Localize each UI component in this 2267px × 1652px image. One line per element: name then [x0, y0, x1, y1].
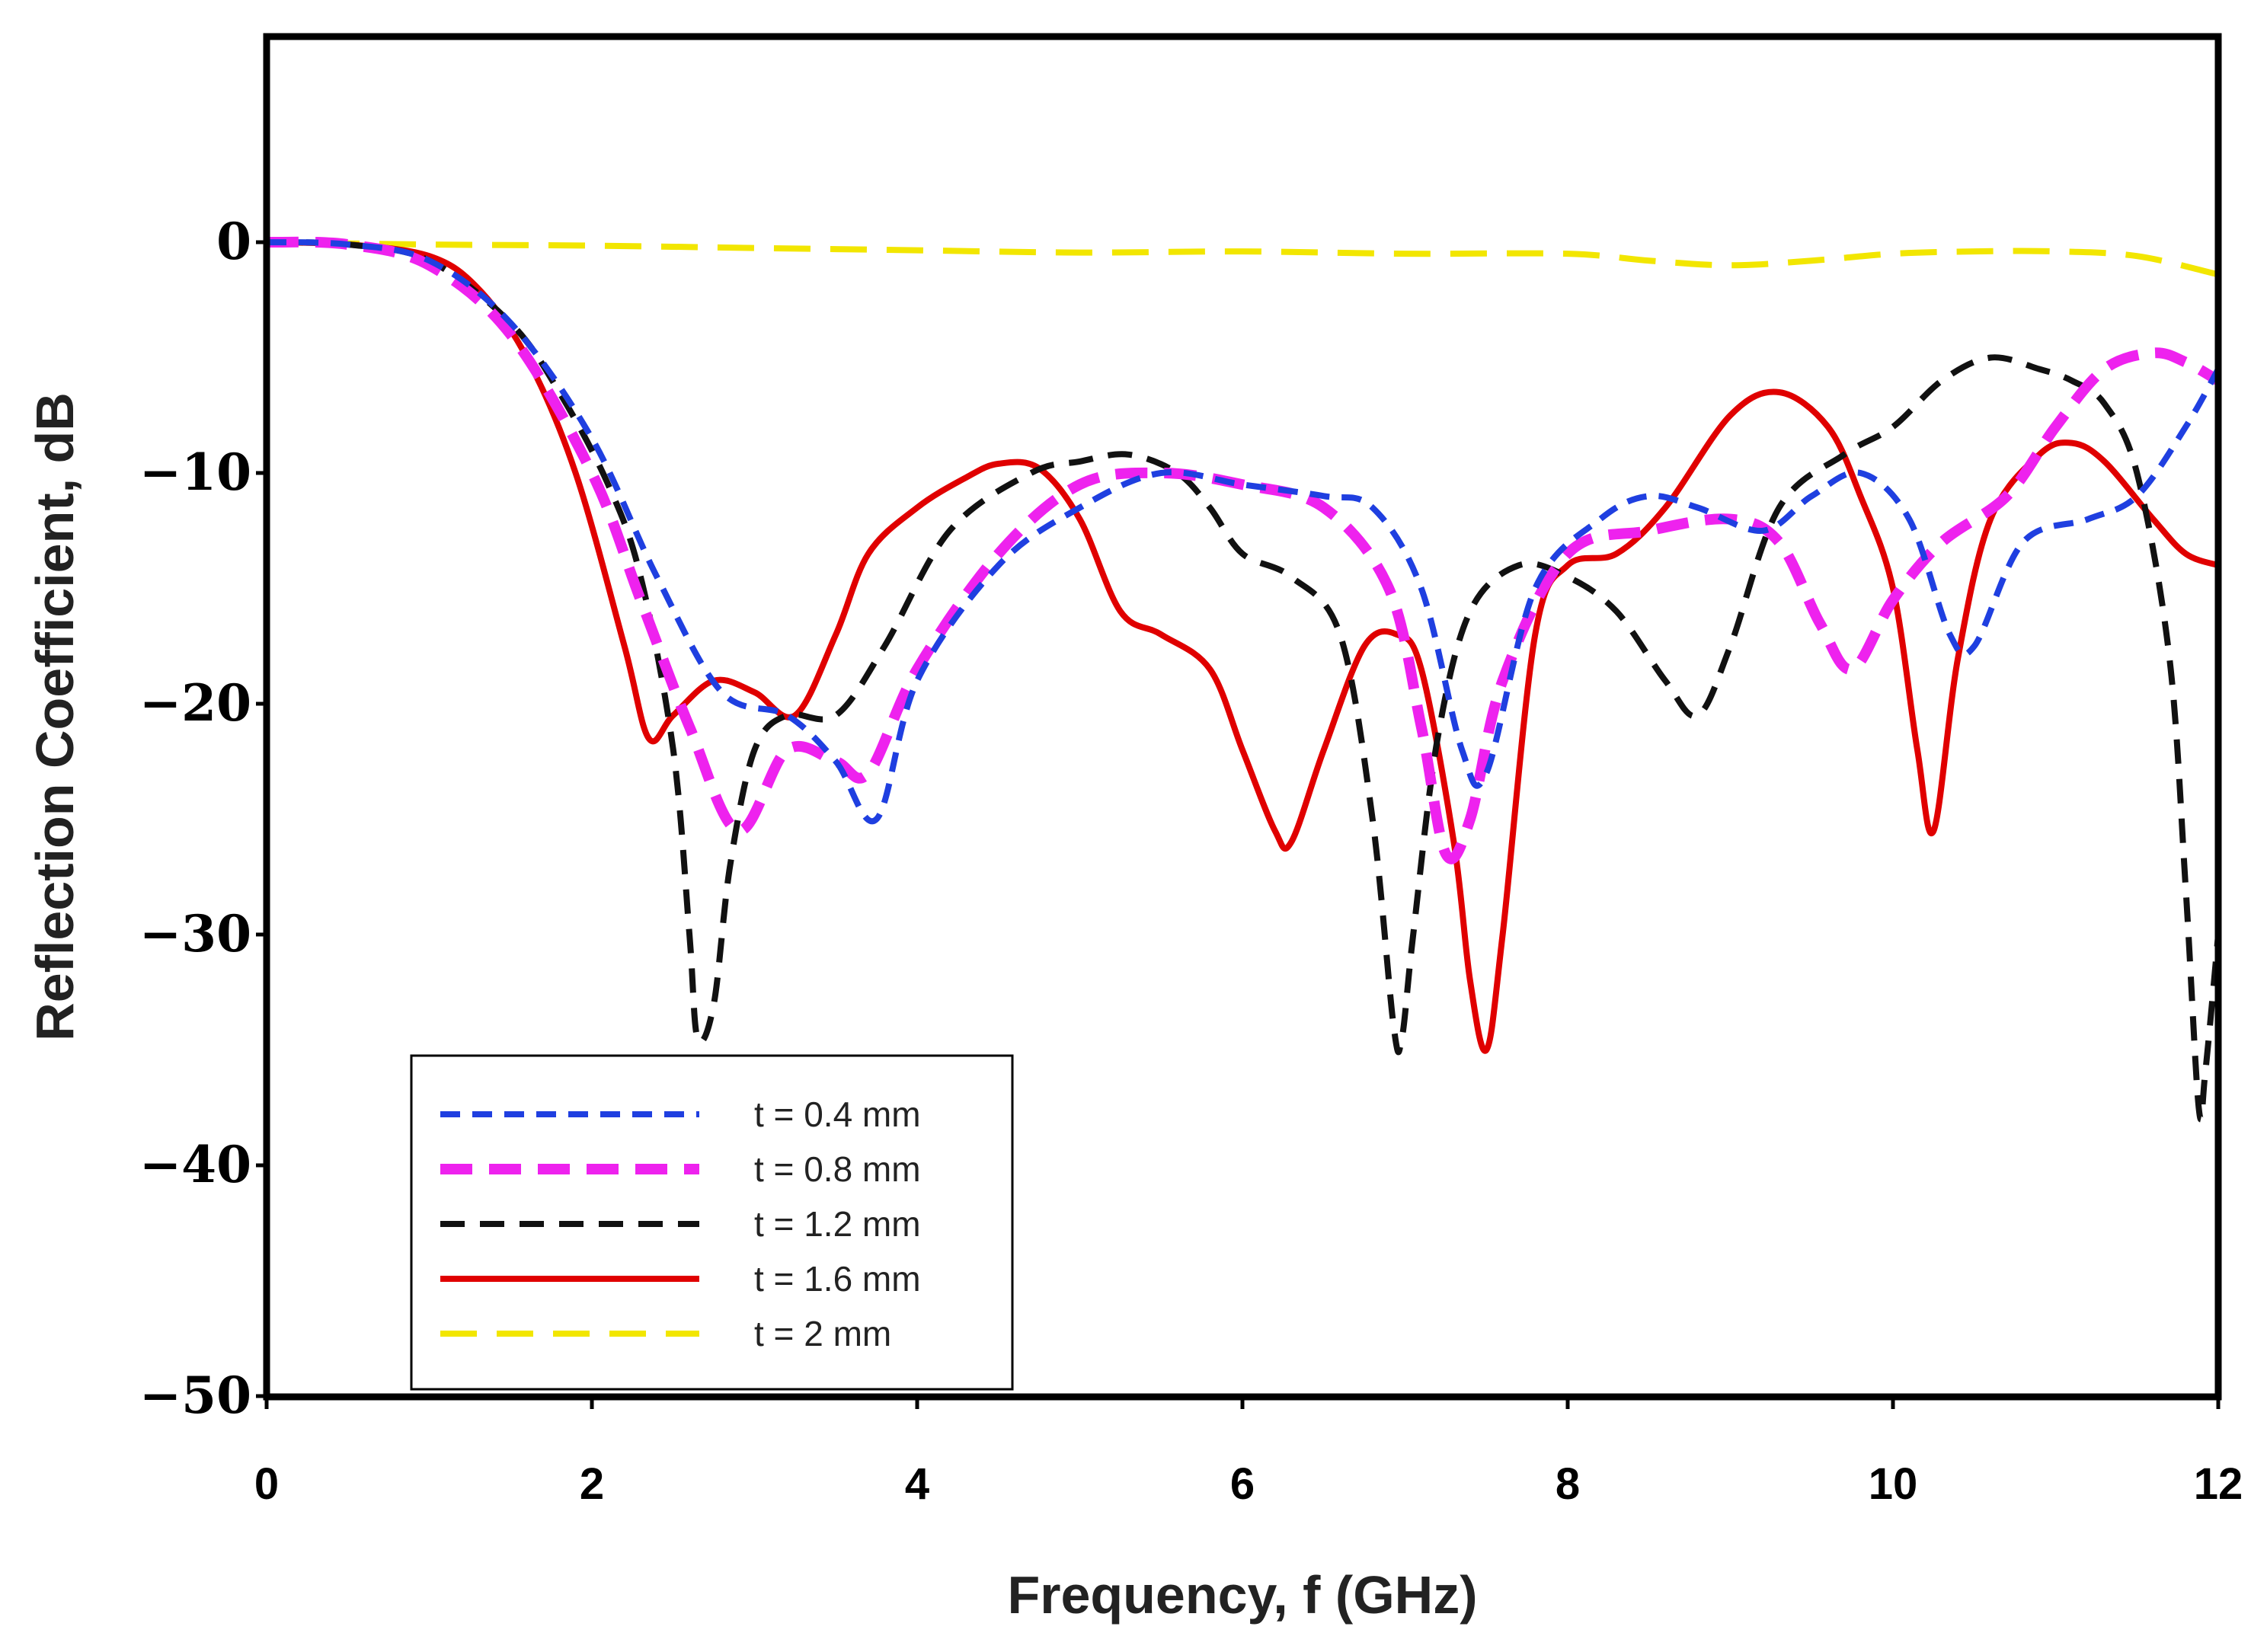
- x-tick-label: 2: [580, 1459, 604, 1509]
- y-tick-label: −30: [139, 904, 251, 963]
- x-tick-label: 0: [254, 1459, 279, 1509]
- series-layer: [267, 236, 2218, 1123]
- legend-items: t = 0.4 mm t = 0.8 mm t = 1.2 mm t = 1.6 mm…: [440, 1094, 921, 1353]
- legend-label-4: t = 1.6 mm: [754, 1259, 921, 1299]
- series-line-5: [267, 239, 2218, 278]
- legend-label-2: t = 0.8 mm: [754, 1149, 921, 1189]
- y-tick-label: −20: [139, 673, 251, 733]
- series-line-1: [267, 239, 2218, 825]
- y-tick-label: −50: [139, 1366, 251, 1425]
- x-axis-label: Frequency, f (GHz): [1007, 1565, 1477, 1625]
- series-line-3: [267, 239, 2218, 1123]
- y-axis-label: Reflection Coefficient, dB: [25, 392, 85, 1041]
- series-line-2: [267, 236, 2218, 864]
- legend-label-5: t = 2 mm: [754, 1314, 891, 1353]
- legend: t = 0.4 mm t = 0.8 mm t = 1.2 mm t = 1.6 mm…: [410, 1054, 1014, 1391]
- x-tick-label: 10: [1869, 1459, 1918, 1509]
- y-tick-label: −40: [139, 1135, 251, 1194]
- x-tick-label: 8: [1556, 1459, 1580, 1509]
- ticks-layer: 0−10−20−30−40−500 2 4 6 8 10 12: [139, 212, 2243, 1509]
- x-tick-label: 6: [1230, 1459, 1255, 1509]
- legend-label-1: t = 0.4 mm: [754, 1094, 921, 1134]
- y-tick-label: 0: [216, 212, 251, 271]
- y-tick-label: −10: [139, 443, 251, 502]
- x-tick-label: 4: [905, 1459, 929, 1509]
- x-tick-label: 12: [2194, 1459, 2243, 1509]
- legend-label-3: t = 1.2 mm: [754, 1204, 921, 1244]
